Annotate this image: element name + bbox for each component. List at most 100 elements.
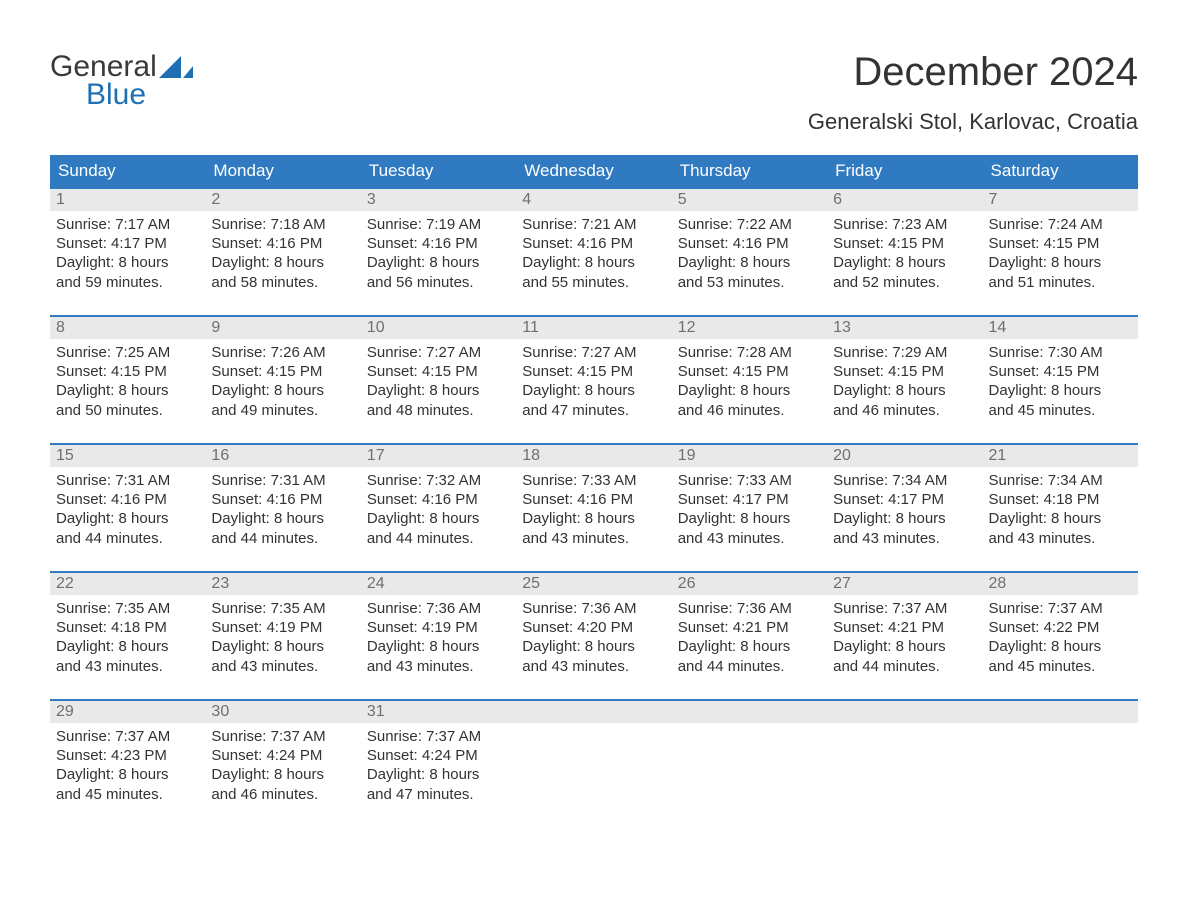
daylight-text-2: and 46 minutes. <box>833 401 976 420</box>
calendar-week: 15Sunrise: 7:31 AMSunset: 4:16 PMDayligh… <box>50 443 1138 571</box>
sunset-text: Sunset: 4:19 PM <box>211 618 354 637</box>
day-number: 10 <box>361 317 516 339</box>
day-number: 11 <box>516 317 671 339</box>
day-details: Sunrise: 7:26 AMSunset: 4:15 PMDaylight:… <box>205 339 360 420</box>
daylight-text-1: Daylight: 8 hours <box>211 253 354 272</box>
daylight-text-2: and 56 minutes. <box>367 273 510 292</box>
sunset-text: Sunset: 4:24 PM <box>367 746 510 765</box>
calendar-day: 29Sunrise: 7:37 AMSunset: 4:23 PMDayligh… <box>50 701 205 827</box>
daylight-text-1: Daylight: 8 hours <box>367 381 510 400</box>
day-number: 27 <box>827 573 982 595</box>
calendar-day: 5Sunrise: 7:22 AMSunset: 4:16 PMDaylight… <box>672 189 827 315</box>
calendar-day: 15Sunrise: 7:31 AMSunset: 4:16 PMDayligh… <box>50 445 205 571</box>
sunset-text: Sunset: 4:15 PM <box>678 362 821 381</box>
daylight-text-1: Daylight: 8 hours <box>211 509 354 528</box>
calendar-day: 7Sunrise: 7:24 AMSunset: 4:15 PMDaylight… <box>983 189 1138 315</box>
location-title: Generalski Stol, Karlovac, Croatia <box>808 109 1138 135</box>
day-details: Sunrise: 7:17 AMSunset: 4:17 PMDaylight:… <box>50 211 205 292</box>
calendar-day: 11Sunrise: 7:27 AMSunset: 4:15 PMDayligh… <box>516 317 671 443</box>
sunrise-text: Sunrise: 7:19 AM <box>367 215 510 234</box>
sunset-text: Sunset: 4:21 PM <box>833 618 976 637</box>
sunset-text: Sunset: 4:15 PM <box>833 362 976 381</box>
sunrise-text: Sunrise: 7:34 AM <box>833 471 976 490</box>
daylight-text-1: Daylight: 8 hours <box>211 381 354 400</box>
daylight-text-2: and 44 minutes. <box>678 657 821 676</box>
daylight-text-2: and 47 minutes. <box>522 401 665 420</box>
daylight-text-2: and 45 minutes. <box>989 657 1132 676</box>
day-details: Sunrise: 7:36 AMSunset: 4:19 PMDaylight:… <box>361 595 516 676</box>
day-number: 17 <box>361 445 516 467</box>
daylight-text-2: and 43 minutes. <box>211 657 354 676</box>
daylight-text-2: and 46 minutes. <box>678 401 821 420</box>
dow-sunday: Sunday <box>50 155 205 187</box>
daylight-text-2: and 55 minutes. <box>522 273 665 292</box>
day-details: Sunrise: 7:24 AMSunset: 4:15 PMDaylight:… <box>983 211 1138 292</box>
sunrise-text: Sunrise: 7:37 AM <box>989 599 1132 618</box>
day-details: Sunrise: 7:37 AMSunset: 4:21 PMDaylight:… <box>827 595 982 676</box>
day-details: Sunrise: 7:35 AMSunset: 4:18 PMDaylight:… <box>50 595 205 676</box>
sunset-text: Sunset: 4:16 PM <box>211 234 354 253</box>
sunrise-text: Sunrise: 7:37 AM <box>56 727 199 746</box>
daylight-text-2: and 50 minutes. <box>56 401 199 420</box>
day-details: Sunrise: 7:37 AMSunset: 4:24 PMDaylight:… <box>361 723 516 804</box>
sunrise-text: Sunrise: 7:25 AM <box>56 343 199 362</box>
daylight-text-2: and 44 minutes. <box>367 529 510 548</box>
calendar-week: 1Sunrise: 7:17 AMSunset: 4:17 PMDaylight… <box>50 187 1138 315</box>
daylight-text-2: and 43 minutes. <box>833 529 976 548</box>
header: General Blue December 2024 Generalski St… <box>50 50 1138 149</box>
calendar: Sunday Monday Tuesday Wednesday Thursday… <box>50 155 1138 827</box>
calendar-day: 24Sunrise: 7:36 AMSunset: 4:19 PMDayligh… <box>361 573 516 699</box>
day-number <box>983 701 1138 723</box>
title-block: December 2024 Generalski Stol, Karlovac,… <box>808 50 1138 149</box>
sunrise-text: Sunrise: 7:30 AM <box>989 343 1132 362</box>
daylight-text-1: Daylight: 8 hours <box>367 637 510 656</box>
sunset-text: Sunset: 4:16 PM <box>367 234 510 253</box>
sunrise-text: Sunrise: 7:28 AM <box>678 343 821 362</box>
daylight-text-1: Daylight: 8 hours <box>522 637 665 656</box>
calendar-day: 31Sunrise: 7:37 AMSunset: 4:24 PMDayligh… <box>361 701 516 827</box>
day-details: Sunrise: 7:37 AMSunset: 4:24 PMDaylight:… <box>205 723 360 804</box>
sunrise-text: Sunrise: 7:36 AM <box>522 599 665 618</box>
dow-monday: Monday <box>205 155 360 187</box>
day-number: 16 <box>205 445 360 467</box>
daylight-text-1: Daylight: 8 hours <box>678 381 821 400</box>
day-number: 2 <box>205 189 360 211</box>
sunset-text: Sunset: 4:22 PM <box>989 618 1132 637</box>
daylight-text-1: Daylight: 8 hours <box>367 509 510 528</box>
calendar-day: 25Sunrise: 7:36 AMSunset: 4:20 PMDayligh… <box>516 573 671 699</box>
daylight-text-1: Daylight: 8 hours <box>678 637 821 656</box>
sunrise-text: Sunrise: 7:35 AM <box>56 599 199 618</box>
day-details: Sunrise: 7:35 AMSunset: 4:19 PMDaylight:… <box>205 595 360 676</box>
daylight-text-1: Daylight: 8 hours <box>833 637 976 656</box>
sunrise-text: Sunrise: 7:31 AM <box>56 471 199 490</box>
sunrise-text: Sunrise: 7:31 AM <box>211 471 354 490</box>
month-title: December 2024 <box>808 50 1138 95</box>
day-number: 30 <box>205 701 360 723</box>
daylight-text-2: and 49 minutes. <box>211 401 354 420</box>
daylight-text-1: Daylight: 8 hours <box>989 637 1132 656</box>
daylight-text-1: Daylight: 8 hours <box>833 381 976 400</box>
day-details: Sunrise: 7:21 AMSunset: 4:16 PMDaylight:… <box>516 211 671 292</box>
daylight-text-2: and 44 minutes. <box>56 529 199 548</box>
sunrise-text: Sunrise: 7:26 AM <box>211 343 354 362</box>
day-number: 19 <box>672 445 827 467</box>
sunrise-text: Sunrise: 7:33 AM <box>678 471 821 490</box>
calendar-day: 28Sunrise: 7:37 AMSunset: 4:22 PMDayligh… <box>983 573 1138 699</box>
daylight-text-1: Daylight: 8 hours <box>833 509 976 528</box>
day-details: Sunrise: 7:37 AMSunset: 4:23 PMDaylight:… <box>50 723 205 804</box>
day-details: Sunrise: 7:18 AMSunset: 4:16 PMDaylight:… <box>205 211 360 292</box>
dow-saturday: Saturday <box>983 155 1138 187</box>
daylight-text-1: Daylight: 8 hours <box>56 381 199 400</box>
day-details: Sunrise: 7:30 AMSunset: 4:15 PMDaylight:… <box>983 339 1138 420</box>
daylight-text-1: Daylight: 8 hours <box>522 381 665 400</box>
dow-header-row: Sunday Monday Tuesday Wednesday Thursday… <box>50 155 1138 187</box>
daylight-text-2: and 51 minutes. <box>989 273 1132 292</box>
day-details: Sunrise: 7:23 AMSunset: 4:15 PMDaylight:… <box>827 211 982 292</box>
daylight-text-2: and 43 minutes. <box>678 529 821 548</box>
sunset-text: Sunset: 4:17 PM <box>56 234 199 253</box>
calendar-day: 22Sunrise: 7:35 AMSunset: 4:18 PMDayligh… <box>50 573 205 699</box>
sunrise-text: Sunrise: 7:27 AM <box>522 343 665 362</box>
day-details: Sunrise: 7:36 AMSunset: 4:21 PMDaylight:… <box>672 595 827 676</box>
day-number: 29 <box>50 701 205 723</box>
sunrise-text: Sunrise: 7:37 AM <box>367 727 510 746</box>
